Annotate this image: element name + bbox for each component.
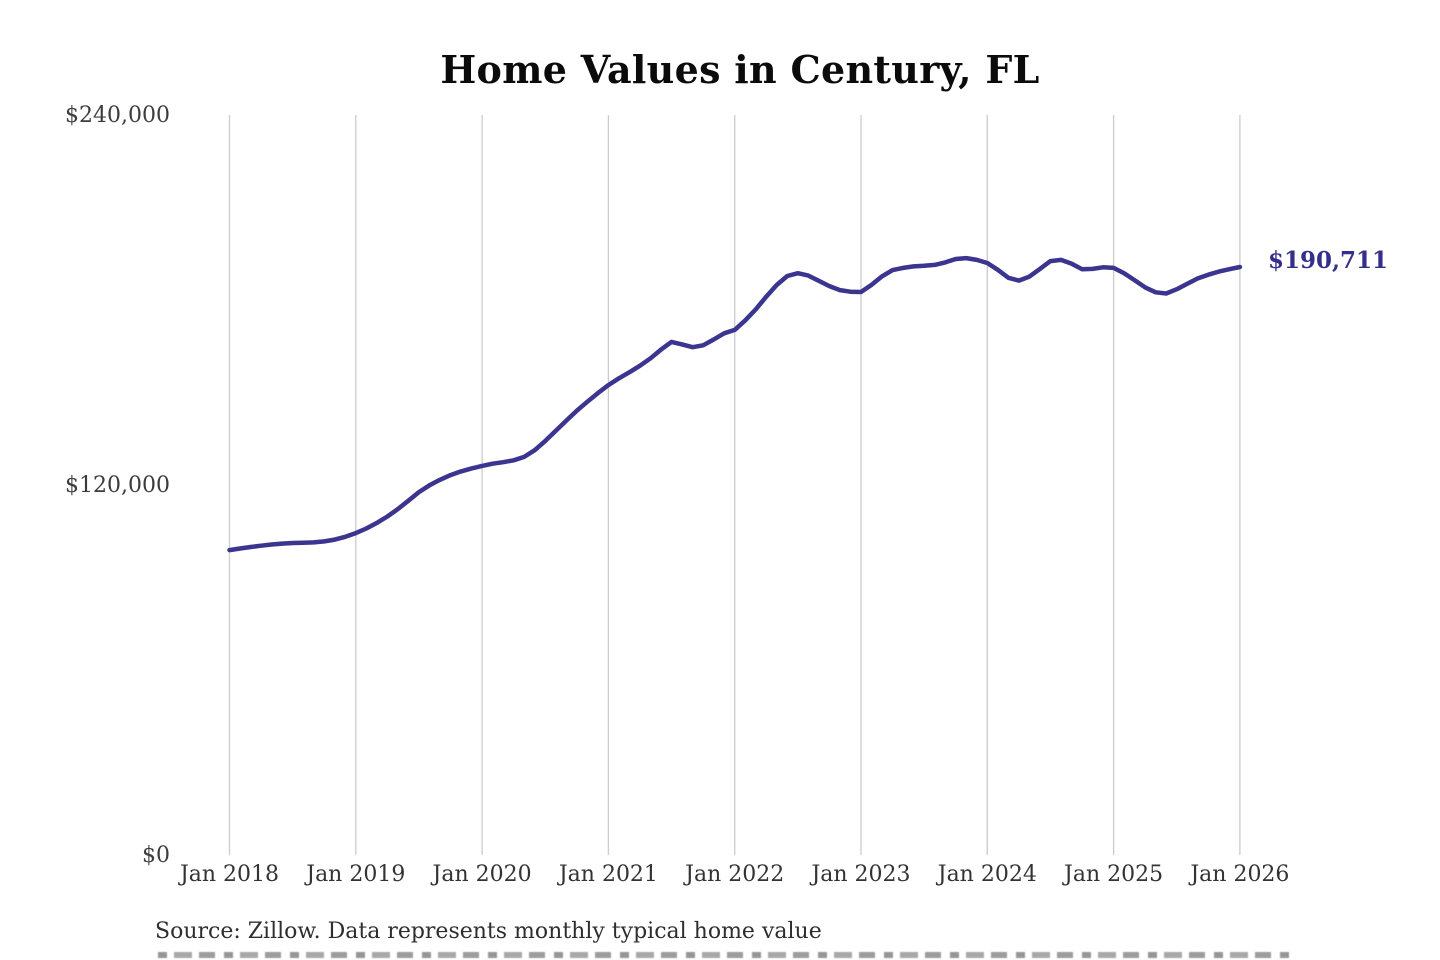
x-tick-label: Jan 2019 xyxy=(304,862,405,887)
y-tick-label: $240,000 xyxy=(65,103,170,128)
x-axis-labels: Jan 2018 Jan 2019 Jan 2020 Jan 2021 Jan 2022… xyxy=(178,862,1289,887)
latest-value-label: $190,711 xyxy=(1268,247,1388,274)
x-tick-label: Jan 2022 xyxy=(683,862,784,887)
y-tick-label: $120,000 xyxy=(65,473,170,498)
chart-title: Home Values in Century, FL xyxy=(440,47,1039,92)
x-tick-label: Jan 2024 xyxy=(936,862,1037,887)
x-tick-label: Jan 2026 xyxy=(1188,862,1289,887)
x-tick-label: Jan 2018 xyxy=(178,862,279,887)
clipped-bottom-text xyxy=(158,952,1293,958)
x-tick-label: Jan 2025 xyxy=(1062,862,1163,887)
x-tick-label: Jan 2020 xyxy=(431,862,532,887)
x-tick-label: Jan 2021 xyxy=(557,862,658,887)
y-tick-label: $0 xyxy=(142,843,170,868)
source-note: Source: Zillow. Data represents monthly … xyxy=(155,919,822,944)
vertical-gridlines xyxy=(228,115,1241,855)
x-tick-label: Jan 2023 xyxy=(809,862,910,887)
home-value-line xyxy=(227,255,1243,553)
y-axis-labels: $0 $120,000 $240,000 xyxy=(65,103,170,868)
